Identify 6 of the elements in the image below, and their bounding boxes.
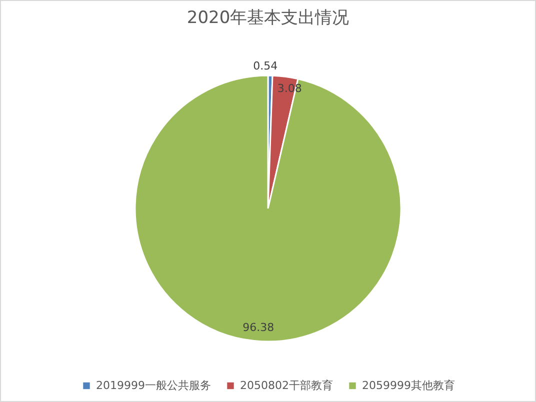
data-label: 96.38 [242, 321, 274, 334]
legend-label: 2059999其他教育 [362, 378, 455, 392]
legend-label: 2019999一般公共服务 [96, 378, 211, 392]
chart-title: 2020年基本支出情况 [186, 8, 350, 28]
legend-label: 2050802干部教育 [240, 378, 333, 392]
data-label: 0.54 [253, 60, 278, 73]
